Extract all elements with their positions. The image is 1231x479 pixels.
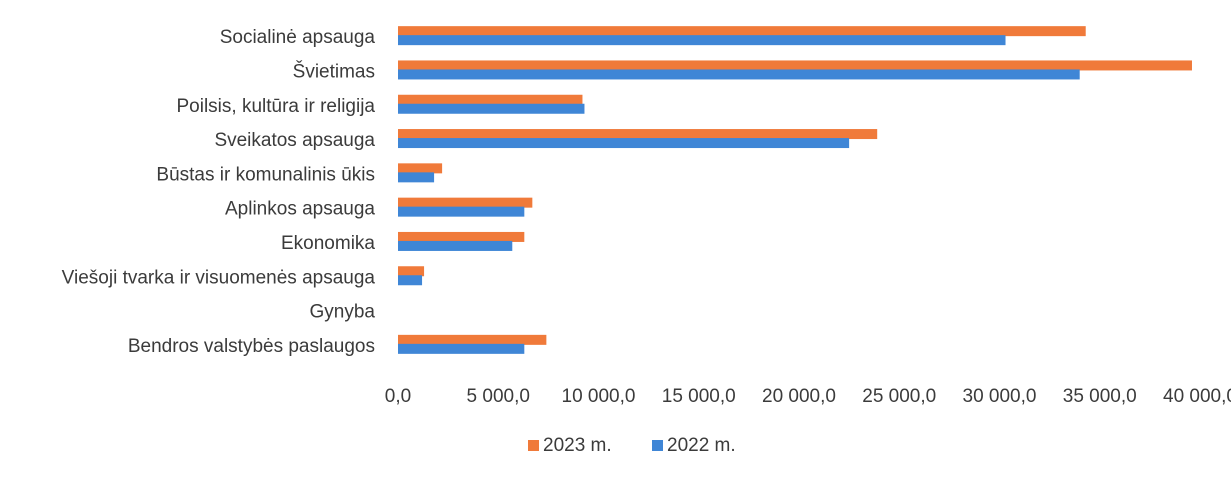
x-tick-label: 10 000,0 — [562, 386, 636, 407]
legend-label: 2023 m. — [543, 435, 612, 456]
x-tick-label: 20 000,0 — [762, 386, 836, 407]
bar-series1 — [398, 231, 525, 242]
x-tick-label: 35 000,0 — [1063, 386, 1137, 407]
bar-series1 — [398, 163, 443, 174]
category-labels: Socialinė apsauga Švietimas Poilsis, kultū… — [62, 27, 376, 357]
bar-series2 — [398, 343, 525, 354]
x-axis-tick-labels: 0,0 5 000,0 10 000,0 15 000,0 20 000,0 25 000… — [385, 386, 1231, 407]
category-label: Aplinkos apsauga — [225, 199, 375, 220]
bar-series1 — [398, 26, 1086, 37]
bar-series2 — [398, 172, 435, 183]
bar-series2 — [398, 69, 1080, 80]
x-tick-label: 30 000,0 — [963, 386, 1037, 407]
legend: 2023 m. 2022 m. — [528, 435, 736, 456]
bars-group — [398, 26, 1192, 354]
bar-series1 — [398, 94, 583, 105]
category-label: Socialinė apsauga — [220, 27, 376, 48]
bar-series2 — [398, 138, 850, 149]
legend-label: 2022 m. — [667, 435, 736, 456]
bar-series2 — [398, 35, 1006, 46]
category-label: Viešoji tvarka ir visuomenės apsauga — [62, 267, 376, 288]
bar-series1 — [398, 60, 1192, 71]
legend-swatch — [528, 440, 539, 451]
bar-series2 — [398, 206, 525, 217]
x-tick-label: 40 000,0 — [1163, 386, 1231, 407]
x-tick-label: 25 000,0 — [862, 386, 936, 407]
bar-series1 — [398, 266, 425, 277]
bar-series1 — [398, 197, 533, 208]
bar-series1 — [398, 129, 878, 140]
bar-series1 — [398, 334, 547, 345]
category-label: Ekonomika — [281, 233, 375, 254]
bar-series2 — [398, 240, 513, 251]
x-tick-label: 15 000,0 — [662, 386, 736, 407]
category-label: Gynyba — [310, 302, 376, 323]
category-label: Bendros valstybės paslaugos — [128, 336, 375, 357]
category-label: Švietimas — [293, 60, 375, 82]
x-tick-label: 0,0 — [385, 386, 411, 407]
category-label: Poilsis, kultūra ir religija — [176, 96, 375, 117]
x-tick-label: 5 000,0 — [467, 386, 530, 407]
category-label: Sveikatos apsauga — [214, 130, 375, 151]
legend-swatch — [652, 440, 663, 451]
bar-series2 — [398, 103, 585, 114]
bar-series2 — [398, 275, 423, 286]
category-label: Būstas ir komunalinis ūkis — [156, 164, 375, 185]
